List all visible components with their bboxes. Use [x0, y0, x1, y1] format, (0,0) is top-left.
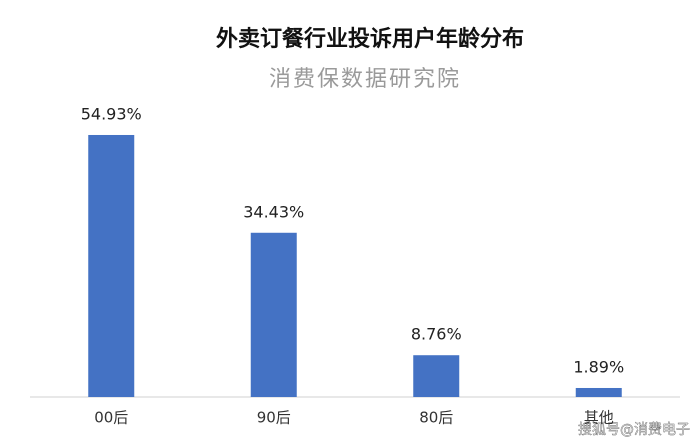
x-tick-label: 00后	[94, 409, 128, 427]
x-tick-label: 其他	[584, 409, 614, 427]
value-label: 54.93%	[81, 104, 142, 123]
chart-subtitle: 消费保数据研究院	[269, 67, 461, 92]
bar	[88, 134, 135, 398]
bar	[250, 232, 297, 397]
bar	[413, 355, 460, 397]
value-label: 1.89%	[573, 357, 624, 376]
bar	[575, 387, 622, 397]
value-label: 34.43%	[243, 202, 304, 221]
x-tick-label: 80后	[419, 409, 453, 427]
value-label: 8.76%	[411, 325, 462, 344]
chart-title: 外卖订餐行业投诉用户年龄分布	[216, 26, 524, 52]
watermark: 搜狐号@消费电子	[578, 422, 690, 438]
x-tick-label: 90后	[257, 409, 291, 427]
